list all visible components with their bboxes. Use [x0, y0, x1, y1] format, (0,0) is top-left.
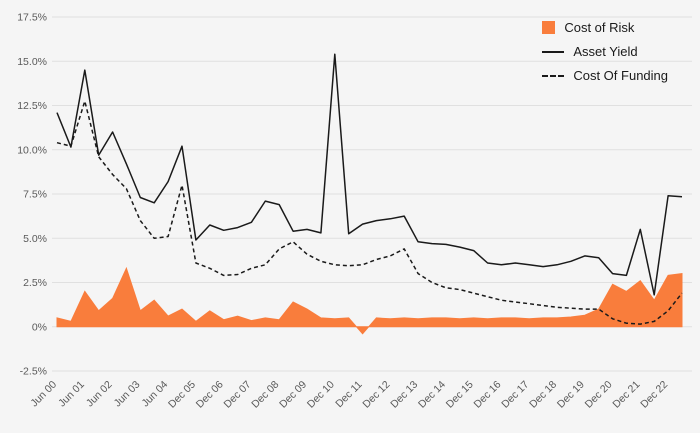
svg-text:7.5%: 7.5% [23, 189, 47, 201]
svg-text:Jun 01: Jun 01 [56, 379, 87, 410]
svg-text:Jun 03: Jun 03 [112, 379, 143, 410]
svg-text:Dec 05: Dec 05 [166, 379, 198, 411]
svg-text:0%: 0% [32, 321, 47, 333]
svg-text:Dec 09: Dec 09 [277, 379, 309, 411]
legend-item-asset-yield[interactable]: Asset Yield [542, 44, 668, 59]
svg-text:2.5%: 2.5% [23, 277, 47, 289]
svg-text:Dec 07: Dec 07 [222, 379, 254, 411]
svg-text:Jun 02: Jun 02 [84, 379, 115, 410]
svg-text:12.5%: 12.5% [17, 100, 47, 112]
svg-text:Dec 22: Dec 22 [638, 379, 670, 411]
svg-text:Dec 10: Dec 10 [305, 379, 337, 411]
svg-text:Dec 16: Dec 16 [472, 379, 504, 411]
svg-text:Dec 13: Dec 13 [388, 379, 420, 411]
legend-label-asset-yield: Asset Yield [573, 44, 638, 59]
legend: Cost of Risk Asset Yield Cost Of Funding [542, 20, 668, 83]
legend-item-cost-of-risk[interactable]: Cost of Risk [542, 20, 668, 35]
svg-text:Jun 00: Jun 00 [28, 379, 59, 410]
svg-text:-2.5%: -2.5% [20, 366, 47, 378]
svg-text:Dec 19: Dec 19 [555, 379, 587, 411]
cost-of-risk-area [56, 266, 683, 335]
legend-label-cost-of-funding: Cost Of Funding [573, 68, 668, 83]
svg-text:15.0%: 15.0% [17, 56, 47, 68]
asset-yield-line [56, 53, 683, 296]
svg-text:17.5%: 17.5% [17, 12, 47, 24]
gridlines [52, 16, 692, 372]
svg-text:Dec 14: Dec 14 [416, 379, 448, 411]
cost-of-funding-line [56, 100, 683, 325]
svg-text:5.0%: 5.0% [23, 233, 47, 245]
svg-text:Jun 04: Jun 04 [139, 379, 170, 410]
svg-text:Dec 15: Dec 15 [444, 379, 476, 411]
area-swatch-icon [542, 21, 556, 34]
svg-text:Dec 08: Dec 08 [249, 379, 281, 411]
legend-item-cost-of-funding[interactable]: Cost Of Funding [542, 68, 668, 83]
svg-text:Dec 06: Dec 06 [194, 379, 226, 411]
svg-text:Dec 21: Dec 21 [610, 379, 642, 411]
svg-text:10.0%: 10.0% [17, 144, 47, 156]
svg-text:Dec 11: Dec 11 [333, 379, 365, 411]
svg-text:Dec 20: Dec 20 [583, 379, 615, 411]
svg-text:Dec 18: Dec 18 [527, 379, 559, 411]
dashed-line-swatch-icon [542, 74, 565, 77]
svg-text:Dec 17: Dec 17 [499, 379, 531, 411]
solid-line-swatch-icon [542, 50, 565, 53]
legend-label-cost-of-risk: Cost of Risk [564, 20, 635, 35]
y-axis-labels: 17.5% 15.0% 12.5% 10.0% 7.5% 5.0% 2.5% 0% -2.5% [17, 12, 47, 378]
svg-text:Dec 12: Dec 12 [360, 379, 392, 411]
